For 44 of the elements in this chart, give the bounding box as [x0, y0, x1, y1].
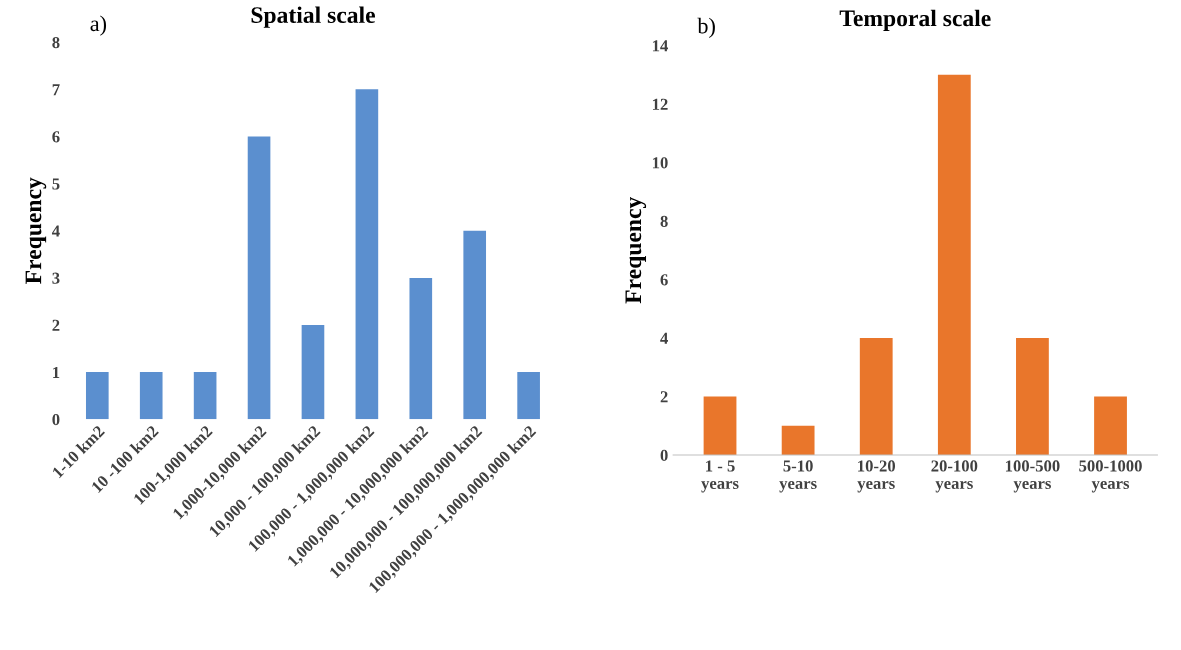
y-tick-label: 0 — [660, 449, 668, 461]
y-tick-label: 10 — [652, 157, 668, 169]
text: b) — [697, 17, 715, 38]
bar — [463, 230, 487, 420]
bar — [703, 396, 737, 455]
y-axis-title: Frequency — [25, 177, 47, 284]
x-tick-label: 1 - 5 years — [701, 460, 739, 493]
bar — [937, 74, 971, 455]
bar — [247, 136, 271, 420]
y-tick-label: 3 — [52, 272, 60, 284]
y-tick-label: 2 — [660, 391, 668, 403]
bar — [781, 425, 815, 455]
bar — [301, 325, 325, 420]
chart-title: Temporal scale — [839, 9, 991, 32]
text: a) — [90, 15, 107, 36]
y-tick-label: 6 — [52, 131, 60, 143]
x-tick-label: 10-20 years — [857, 460, 896, 493]
chart-title: Spatial scale — [251, 6, 375, 28]
bar — [85, 372, 109, 420]
y-tick-label: 14 — [652, 40, 668, 52]
y-tick-label: 8 — [52, 36, 60, 49]
y-tick-label: 4 — [660, 332, 668, 344]
bar — [1094, 396, 1127, 455]
y-tick-label: 0 — [52, 413, 60, 426]
x-tick-label: 5-10 years — [779, 460, 817, 493]
x-tick-label: 500-1000 years — [1079, 460, 1142, 493]
bar — [193, 372, 217, 420]
y-tick-label: 7 — [52, 84, 60, 96]
bar — [355, 89, 379, 420]
bar — [409, 277, 433, 420]
bar — [1016, 338, 1049, 455]
y-tick-label: 2 — [52, 319, 60, 331]
y-tick-label: 4 — [51, 225, 60, 237]
y-tick-label: 5 — [52, 178, 60, 190]
x-tick-label: 100-500 years — [1005, 460, 1060, 493]
x-tick-label: 20-100 years — [931, 460, 978, 493]
bar — [139, 372, 163, 420]
y-tick-label: 1 — [53, 366, 60, 378]
bar — [517, 372, 540, 420]
y-tick-label: 12 — [652, 98, 668, 110]
y-axis-title: Frequency — [625, 196, 647, 304]
y-tick-label: 8 — [660, 215, 668, 227]
y-tick-label: 6 — [660, 274, 668, 286]
bar — [859, 338, 893, 455]
